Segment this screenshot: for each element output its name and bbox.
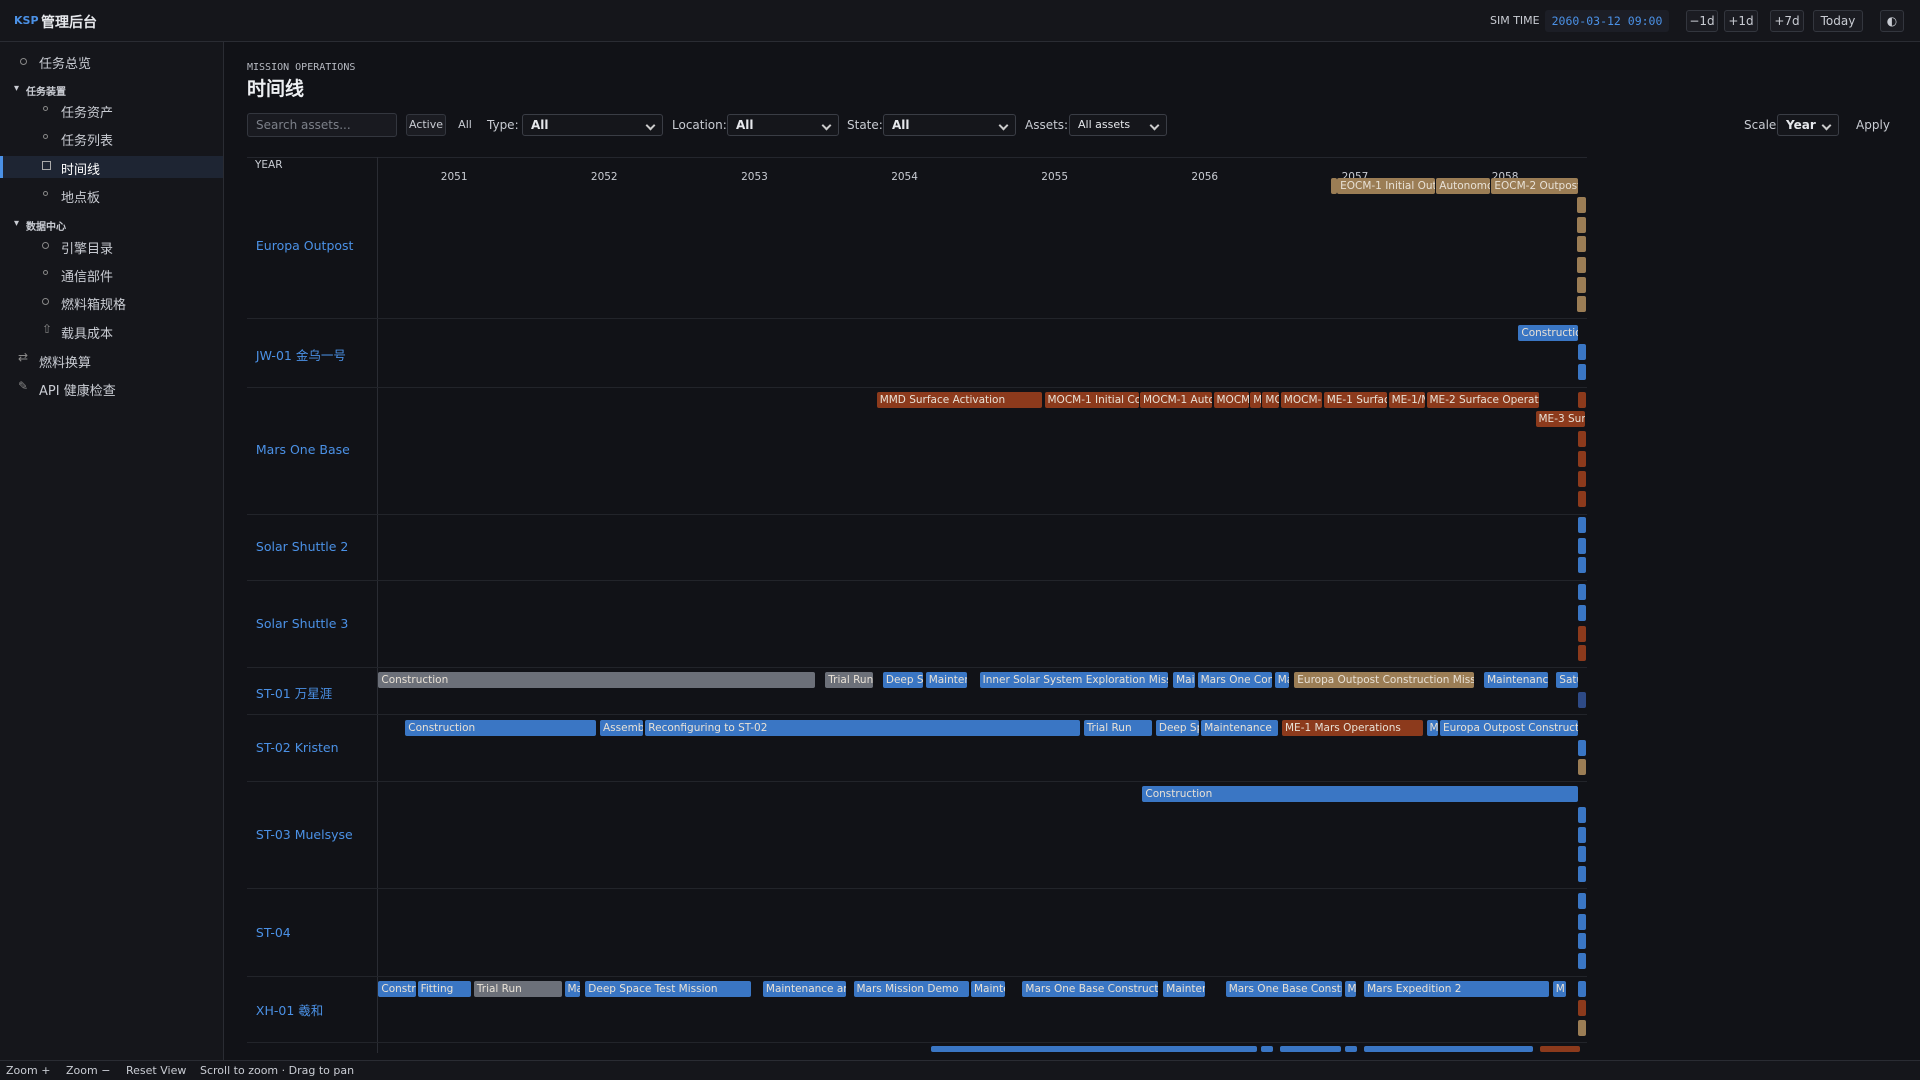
assets-label: Assets: [1025,118,1069,132]
app-title: 管理后台 [41,15,97,31]
top-bar: KSP 管理后台 SIM TIME 2060-03-12 09:00 −1d +… [0,0,1920,42]
state-select[interactable]: All [883,114,1016,136]
nav-item[interactable]: 载具成本 [61,327,114,342]
type-select[interactable]: All [522,114,663,136]
zoom-in[interactable]: Zoom + [6,1064,51,1077]
page-title: 时间线 [247,78,305,100]
location-select[interactable]: All [727,114,839,136]
sidebar: 任务总览 ▾ 任务装置 任务资产 任务列表 时间线 地点板 ▾ 数据中心 引擎目… [0,42,224,1060]
nav-item[interactable]: API 健康检查 [39,384,116,399]
nav-item[interactable]: 通信部件 [61,270,114,285]
today-button[interactable]: Today [1813,10,1863,32]
plus-week-button[interactable]: +7d [1770,10,1804,32]
reset-view[interactable]: Reset View [126,1064,187,1077]
zoom-out[interactable]: Zoom − [66,1064,111,1077]
logo: KSP [14,14,39,27]
nav-item[interactable]: 引擎目录 [61,242,114,257]
scale-label: Scale: [1744,118,1781,132]
plus-day-button[interactable]: +1d [1724,10,1758,32]
sim-time-label: SIM TIME [1490,14,1540,27]
nav-item[interactable]: 任务列表 [61,134,114,149]
scale-select[interactable]: Year [1777,114,1839,136]
nav-item[interactable]: 燃料换算 [39,356,92,371]
hint: Scroll to zoom · Drag to pan [200,1064,355,1077]
nav-item[interactable]: 地点板 [61,191,101,206]
active-filter[interactable]: Active [406,114,446,136]
active-highlight [0,156,223,178]
main-content: MISSION OPERATIONS 时间线 Search assets... … [224,42,1920,1060]
footer: Zoom + Zoom − Reset View Scroll to zoom … [0,1060,1920,1080]
all-filter[interactable]: All [458,118,472,131]
sim-time: 2060-03-12 09:00 [1545,10,1669,32]
nav-item[interactable]: 任务资产 [61,106,114,121]
location-label: Location: [672,118,727,132]
nav-item-active[interactable]: 时间线 [61,163,101,178]
nav-item[interactable]: 任务总览 [39,57,92,72]
type-label: Type: [487,118,519,132]
assets-select[interactable]: All assets [1069,114,1167,136]
apply-button[interactable]: Apply [1856,118,1890,132]
search-input[interactable]: Search assets... [247,113,397,137]
state-label: State: [847,118,883,132]
eyebrow: MISSION OPERATIONS [247,62,356,73]
nav-item[interactable]: 燃料箱规格 [61,298,127,313]
minus-day-button[interactable]: −1d [1686,10,1718,32]
nav-group[interactable]: 数据中心 [26,222,66,233]
theme-toggle[interactable]: ◐ [1880,10,1904,32]
nav-group[interactable]: 任务装置 [26,87,66,98]
